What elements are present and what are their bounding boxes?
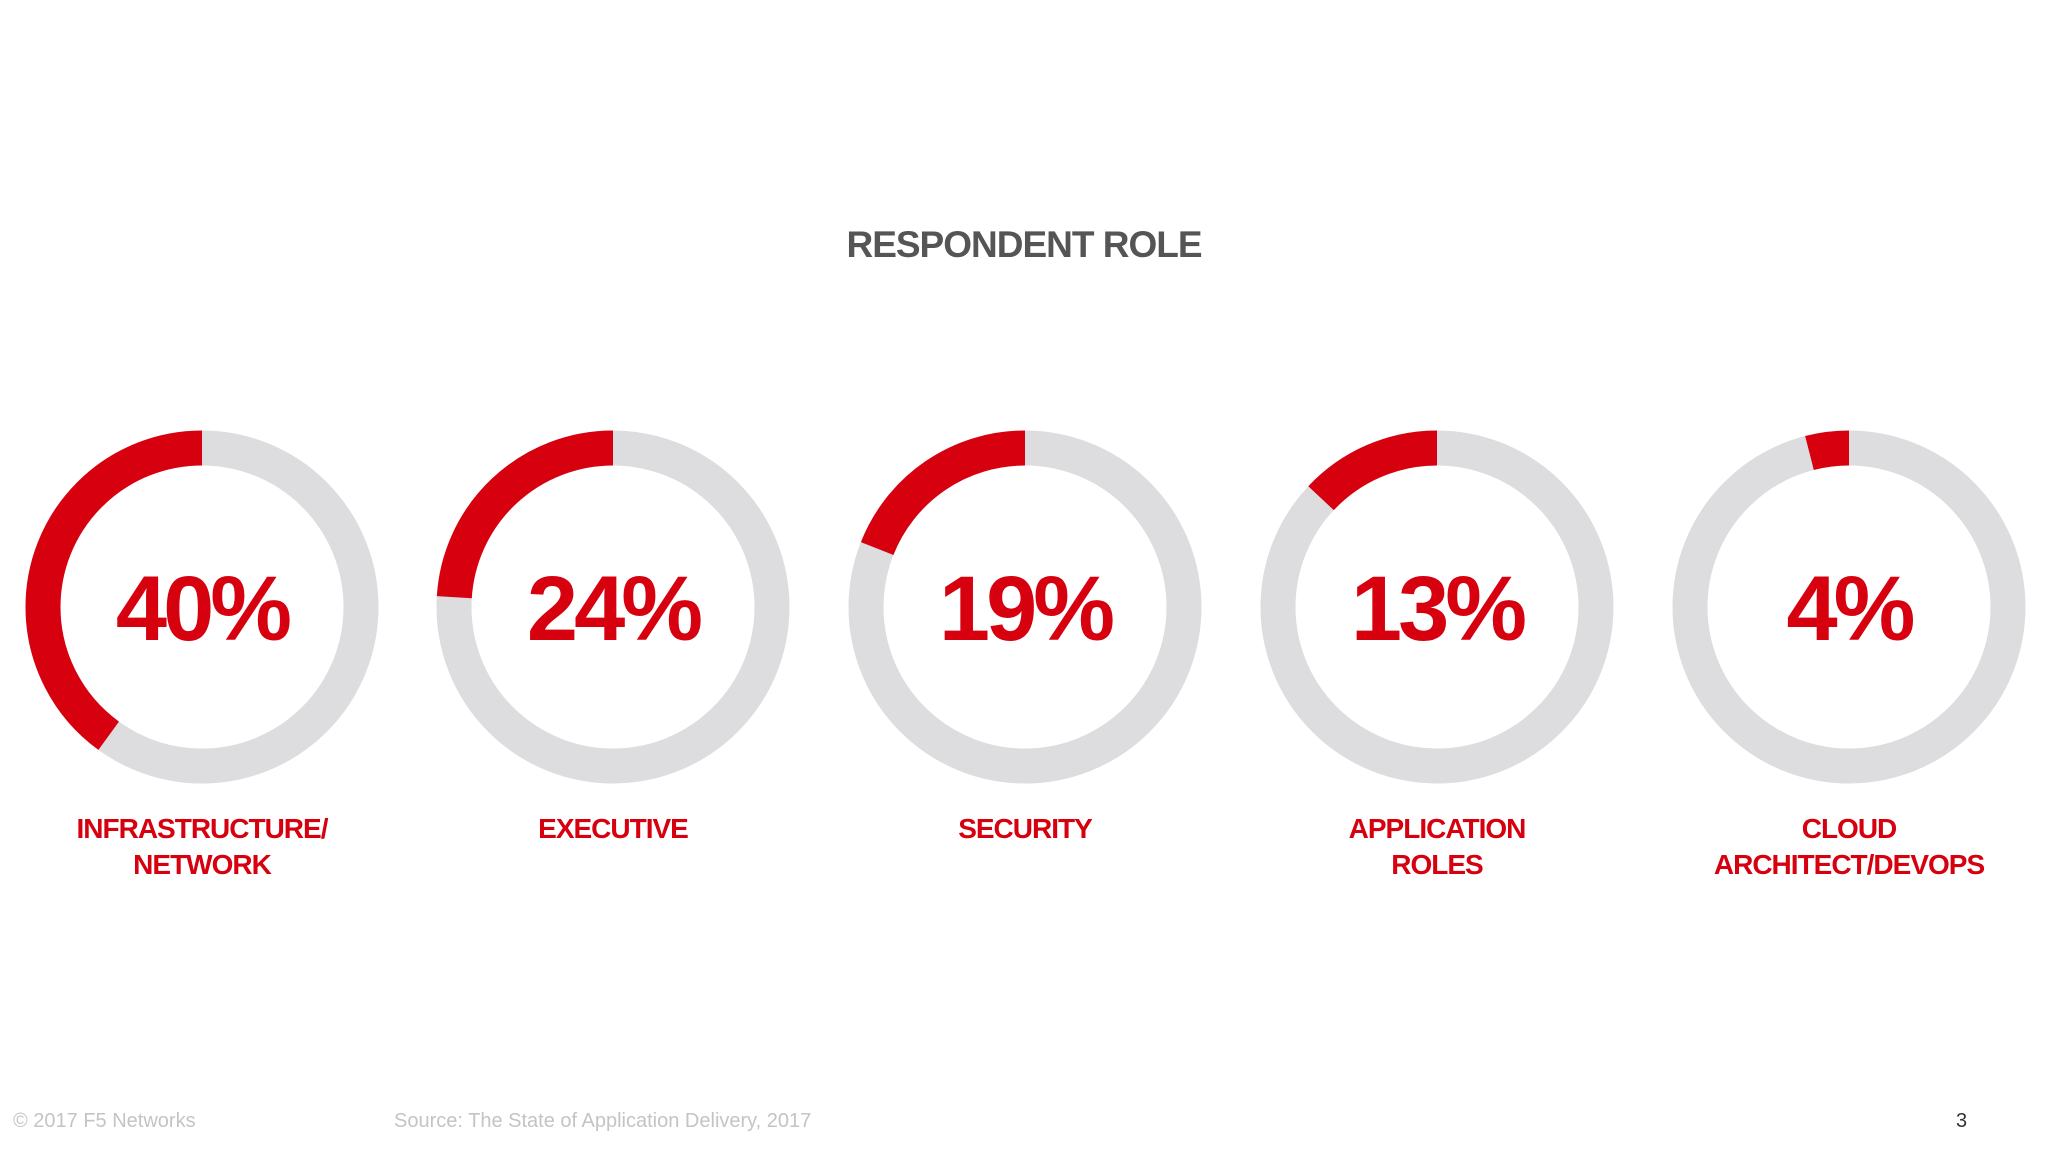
donut-value-label: 40% [116,558,290,660]
donut-segment [1260,430,1614,784]
page-number: 3 [1956,1110,1968,1132]
donut-category-label: INFRASTRUCTURE/ [77,813,329,844]
donut-chart-4: 13% APPLICATION ROLES [1260,430,1614,880]
donut-segment [1672,430,2026,784]
donut-value-label: 13% [1351,558,1525,660]
donut-chart-3: 19% SECURITY [848,430,1202,844]
donut-category-label: SECURITY [958,813,1093,844]
donut-chart-5: 4% CLOUD ARCHITECT/DEVOPS [1672,430,2026,880]
donut-value-label: 19% [939,558,1113,660]
donut-chart-2: 24% EXECUTIVE [436,430,790,844]
donut-category-label: ROLES [1391,849,1483,880]
donut-category-label: NETWORK [133,849,271,880]
donut-category-label: EXECUTIVE [538,813,688,844]
donut-segment [25,430,379,784]
donut-category-label: APPLICATION [1349,813,1526,844]
donut-value-label: 4% [1787,558,1914,660]
footer-copyright: © 2017 F5 Networks [13,1110,196,1132]
donut-segment [436,430,790,784]
donut-segment [848,430,1202,784]
donut-category-label: ARCHITECT/DEVOPS [1714,849,1985,880]
donut-value-label: 24% [527,558,701,660]
footer-source: Source: The State of Application Deliver… [394,1110,812,1132]
donut-category-label: CLOUD [1802,813,1897,844]
chart-title: RESPONDENT ROLE [846,224,1202,265]
donut-chart-1: 40% INFRASTRUCTURE/NETWORK [25,430,379,880]
